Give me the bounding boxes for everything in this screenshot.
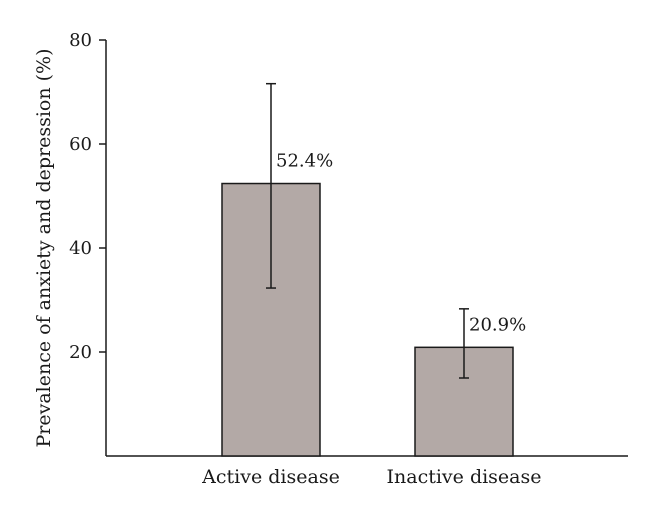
plot-area: 20 40 60 80 52.4% Active disease 20.9% Inactive… [69, 30, 628, 488]
y-tick-label: 20 [69, 342, 92, 363]
category-label-1: Active disease [201, 466, 340, 488]
y-tick-label: 40 [69, 238, 92, 259]
data-label-1: 52.4% [276, 151, 333, 172]
y-axis-title: Prevalence of anxiety and depression (%) [33, 48, 55, 447]
category-label-2: Inactive disease [387, 466, 542, 488]
data-label-2: 20.9% [469, 314, 526, 335]
y-tick-label: 60 [69, 134, 92, 155]
y-tick-label: 80 [69, 30, 92, 51]
